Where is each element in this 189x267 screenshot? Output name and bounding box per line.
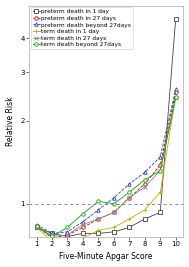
Y-axis label: Relative Risk: Relative Risk: [5, 96, 15, 146]
Legend: preterm death in 1 day, preterm death in 27 days, preterm death beyond 27days, t: preterm death in 1 day, preterm death in…: [31, 7, 133, 49]
X-axis label: Five-Minute Apgar Score: Five-Minute Apgar Score: [59, 252, 153, 261]
